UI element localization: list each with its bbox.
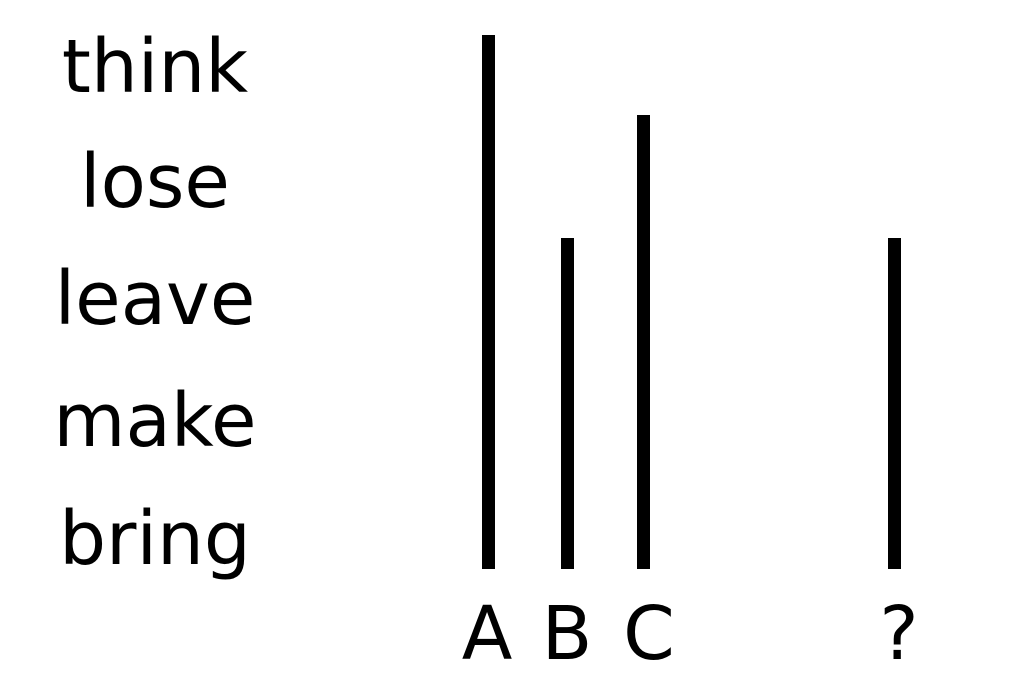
bar-question [888,238,901,569]
bar-c [637,115,650,569]
bar-label-a: A [461,591,513,677]
word-lose: lose [80,139,230,225]
word-leave: leave [54,256,256,342]
bar-a [482,35,495,569]
bar-label-question: ? [879,591,919,677]
word-think: think [61,24,249,110]
word-bring: bring [59,496,251,582]
word-make: make [53,378,257,464]
bar-label-c: C [623,591,675,677]
bar-b [561,238,574,569]
bar-label-b: B [541,591,593,677]
